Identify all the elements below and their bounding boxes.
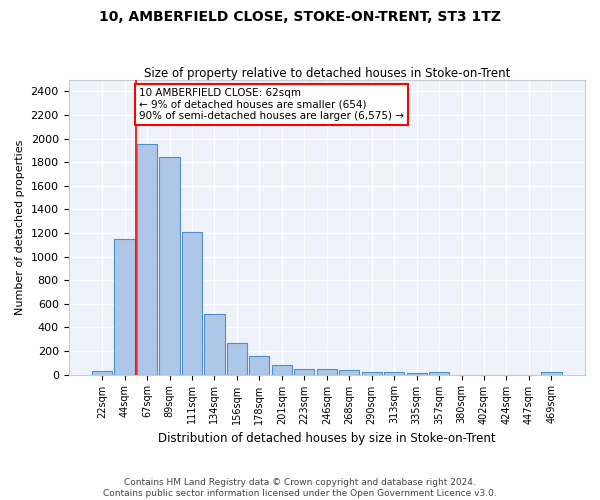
Bar (429, 372, 449, 374)
X-axis label: Distribution of detached houses by size in Stoke-on-Trent: Distribution of detached houses by size … (158, 432, 496, 445)
Title: Size of property relative to detached houses in Stoke-on-Trent: Size of property relative to detached ho… (143, 66, 510, 80)
Bar (92, 371, 112, 374)
Bar (541, 372, 562, 374)
Bar (160, 158, 179, 374)
Bar (205, 314, 224, 374)
Bar (249, 356, 269, 374)
Text: Contains HM Land Registry data © Crown copyright and database right 2024.
Contai: Contains HM Land Registry data © Crown c… (103, 478, 497, 498)
Bar (384, 372, 404, 374)
Bar (182, 232, 202, 374)
Bar (115, 239, 134, 374)
Text: 10 AMBERFIELD CLOSE: 62sqm
← 9% of detached houses are smaller (654)
90% of semi: 10 AMBERFIELD CLOSE: 62sqm ← 9% of detac… (139, 88, 404, 121)
Text: 10, AMBERFIELD CLOSE, STOKE-ON-TRENT, ST3 1TZ: 10, AMBERFIELD CLOSE, STOKE-ON-TRENT, ST… (99, 10, 501, 24)
Y-axis label: Number of detached properties: Number of detached properties (15, 140, 25, 314)
Bar (227, 344, 247, 374)
Bar (407, 373, 427, 374)
Bar (294, 368, 314, 374)
Bar (317, 370, 337, 374)
Bar (362, 372, 382, 374)
Bar (272, 365, 292, 374)
Bar (339, 370, 359, 374)
Bar (137, 144, 157, 374)
